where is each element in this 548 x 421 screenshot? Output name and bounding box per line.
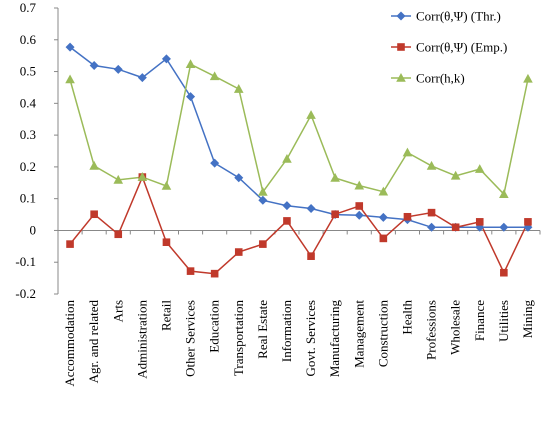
y-tick-label: 0.7 (20, 0, 37, 15)
data-point (499, 222, 509, 232)
data-point (137, 73, 147, 83)
data-point (258, 186, 268, 196)
x-tick-label: Management (351, 300, 366, 368)
data-point (475, 218, 484, 226)
data-point (161, 180, 172, 190)
y-tick-label: 0.3 (20, 127, 36, 142)
y-tick-label: 0.2 (20, 159, 36, 174)
x-tick-label: Utilities (496, 300, 511, 342)
series-line (69, 63, 529, 196)
x-tick-label: Wholesale (448, 300, 463, 355)
x-tick-label: Agr. and related (86, 300, 101, 384)
data-point (113, 174, 124, 184)
data-point (524, 218, 532, 226)
x-tick-label: Other Services (183, 300, 198, 377)
x-tick-label: Govt. Services (303, 300, 318, 377)
data-point (474, 164, 485, 173)
data-point (306, 204, 316, 214)
data-point (114, 230, 123, 239)
data-point (378, 186, 389, 196)
x-tick-label: Mining (520, 300, 535, 339)
data-point (306, 110, 316, 119)
data-point (331, 210, 339, 219)
data-point (427, 222, 437, 232)
x-tick-label: Professions (424, 300, 439, 360)
x-tick-label: Health (399, 300, 414, 335)
data-point (210, 158, 220, 168)
data-point (396, 11, 406, 21)
data-point (354, 210, 364, 220)
x-tick-label: Transportation (231, 300, 246, 377)
data-point (451, 223, 460, 232)
data-point (162, 238, 171, 247)
data-point (500, 268, 508, 277)
data-point (66, 240, 74, 248)
data-point (397, 43, 405, 51)
x-tick-label: Administration (134, 300, 149, 379)
data-point (90, 210, 98, 219)
data-point (282, 153, 292, 163)
data-point (234, 173, 244, 183)
data-point (403, 212, 412, 221)
data-point (330, 173, 340, 182)
y-tick-label: -0.1 (15, 254, 36, 269)
data-point (137, 172, 148, 181)
data-point (65, 74, 75, 84)
x-tick-label: Construction (375, 300, 390, 368)
y-tick-label: 0 (30, 222, 37, 237)
data-point (307, 252, 315, 260)
data-point (113, 64, 123, 74)
data-point (450, 170, 461, 180)
data-point (282, 201, 292, 211)
data-point (186, 92, 196, 102)
data-point (209, 71, 220, 81)
data-point (234, 248, 243, 256)
data-point (378, 212, 388, 222)
data-point (355, 202, 364, 210)
data-point (259, 240, 267, 248)
x-tick-label: Information (279, 300, 294, 363)
data-point (89, 61, 99, 71)
y-tick-label: 0.4 (20, 95, 37, 110)
x-tick-label: Education (207, 300, 222, 353)
x-tick-label: Retail (158, 300, 173, 331)
data-point (210, 269, 219, 278)
x-tick-label: Real Estate (255, 300, 270, 359)
data-point (523, 73, 533, 83)
legend: Corr(θ,Ψ) (Thr.) Corr(θ,Ψ) (Emp.) Corr(h,k… (391, 9, 507, 86)
x-tick-label: Arts (110, 300, 125, 322)
x-tick-label: Finance (472, 300, 487, 341)
x-tick-label: Accommodation (62, 300, 77, 387)
data-point (185, 59, 196, 69)
data-point (499, 189, 509, 199)
data-point (426, 160, 437, 170)
data-point (65, 42, 75, 52)
y-tick-label: 0.5 (20, 64, 36, 79)
x-axis: Accommodation Agr. and related Arts Adminis… (57, 229, 541, 387)
x-tick-label: Manufacturing (327, 300, 342, 378)
data-point (354, 180, 365, 190)
data-point (186, 267, 195, 275)
legend-label: Corr(θ,Ψ) (Thr.) (416, 9, 501, 24)
data-point (402, 147, 413, 157)
data-point (427, 208, 436, 217)
data-point (396, 73, 406, 82)
y-axis: -0.2 -0.1 0 0.1 0.2 0.3 0.4 0.5 0.6 0.7 (15, 0, 59, 301)
data-point (233, 84, 244, 93)
series-markers (65, 42, 533, 278)
legend-label: Corr(θ,Ψ) (Emp.) (416, 40, 507, 55)
data-point (161, 54, 171, 64)
data-point (379, 234, 388, 243)
data-point (258, 195, 268, 205)
data-point (89, 160, 99, 170)
y-tick-label: 0.6 (20, 32, 37, 47)
data-point (283, 217, 291, 225)
series-line (69, 175, 529, 275)
legend-label: Corr(h,k) (416, 71, 465, 86)
y-tick-label: -0.2 (15, 286, 36, 301)
y-tick-label: 0.1 (20, 191, 36, 206)
